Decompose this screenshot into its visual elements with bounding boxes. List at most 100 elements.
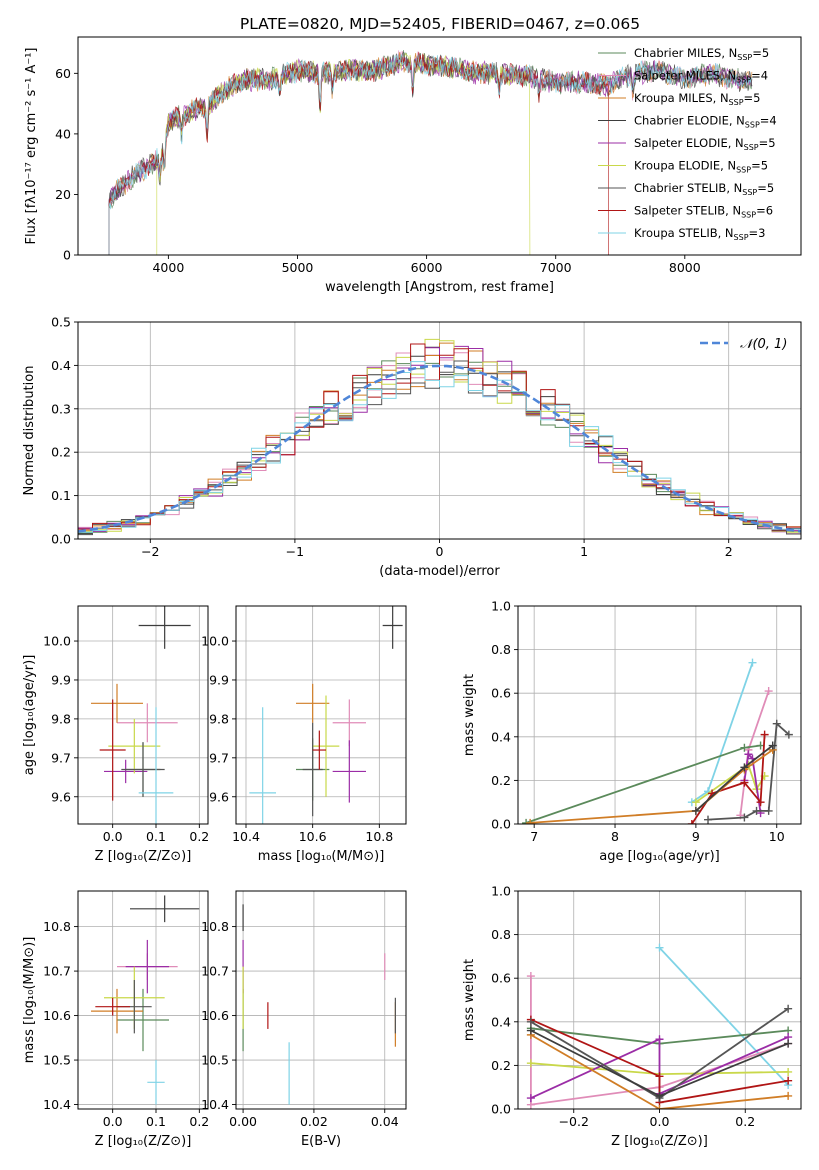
errorbar-salpeter-stelib xyxy=(99,699,126,801)
legend-entry: Chabrier ELODIE, NSSP=4 xyxy=(634,114,777,130)
errorbar-chabrier-stelib xyxy=(121,742,165,797)
axes-frame xyxy=(77,605,209,825)
weight-series-kroupa-miles xyxy=(526,1030,793,1109)
normal-curve xyxy=(78,364,801,533)
weight-vs-age-panel: 7 8 9 10 0.0 0.2 0.4 0.6 0.8 1.0 age [log₁₀(age/yr… xyxy=(462,599,802,864)
axes-frame xyxy=(517,605,802,825)
x-tick-label: 0.0 xyxy=(103,1114,123,1129)
y-tick-label: 0.6 xyxy=(491,971,511,986)
legend-entry: Salpeter STELIB, NSSP=6 xyxy=(634,204,773,220)
axes-frame xyxy=(77,321,802,540)
plot-area xyxy=(91,606,191,824)
y-tick-label: 0.4 xyxy=(491,1014,511,1029)
x-tick-label: −2 xyxy=(141,544,159,559)
legend-entry-count: =5 xyxy=(759,136,776,150)
legend-entry-model: Salpeter STELIB, N xyxy=(634,204,741,218)
axes-frame xyxy=(77,890,209,1110)
x-tick-label: 0.02 xyxy=(300,1114,328,1129)
weight-marker xyxy=(740,763,749,772)
y-tick-label: 10.4 xyxy=(43,1097,71,1112)
legend-entry: Chabrier MILES, NSSP=5 xyxy=(634,46,769,62)
y-tick-label: 20 xyxy=(55,187,71,202)
x-tick-label: 10.6 xyxy=(299,829,327,844)
weight-marker xyxy=(784,1039,793,1048)
legend-entry: Salpeter ELODIE, NSSP=5 xyxy=(634,136,776,152)
y-tick-label: 9.8 xyxy=(209,711,229,726)
errorbar-kroupa-miles xyxy=(91,683,143,723)
x-tick-label: 9 xyxy=(692,829,700,844)
weight-vs-metallicity-panel: −0.2 0.0 0.2 0.0 0.2 0.4 0.6 0.8 1.0 Z [log₁₀(Z/Z… xyxy=(462,884,802,1149)
y-tick-label: 9.6 xyxy=(51,789,71,804)
residuals-panel: −2 −1 0 1 2 0.0 0.1 0.2 0.3 0.4 0.5 (data-model)/er… xyxy=(22,315,802,579)
y-tick-label: 9.7 xyxy=(209,750,229,765)
spectrum-series-kroupa-miles-n-ssp-5 xyxy=(108,52,753,255)
histogram-kroupa-stelib xyxy=(78,361,801,539)
legend-entry-model: Kroupa ELODIE, N xyxy=(634,159,736,173)
y-tick-label: 10.5 xyxy=(43,1053,71,1068)
weight-marker xyxy=(740,778,749,787)
x-axis-label: Z [log₁₀(Z/Z⊙)] xyxy=(611,1134,708,1149)
x-axis-label: age [log₁₀(age/yr)] xyxy=(599,849,720,864)
weight-series-chabrier-elodie xyxy=(526,1026,793,1100)
weight-line xyxy=(695,763,766,803)
y-tick-label: 0 xyxy=(63,248,71,263)
x-tick-label: 7000 xyxy=(540,260,572,275)
legend-entry-count: =3 xyxy=(749,226,766,240)
mass-vs-metallicity-panel: 0.0 0.1 0.2 10.4 10.5 10.6 10.7 10.8 Z [log₁₀(Z/… xyxy=(22,890,209,1149)
weight-marker xyxy=(655,943,664,952)
weight-marker xyxy=(784,1076,793,1085)
y-axis-label: Normed distribution xyxy=(22,366,37,496)
y-tick-label: 9.6 xyxy=(209,789,229,804)
weight-marker xyxy=(748,658,757,667)
weight-line xyxy=(530,1034,789,1109)
y-tick-label: 60 xyxy=(55,66,71,81)
errorbar-salpeter-elodie xyxy=(332,740,366,803)
x-tick-label: 2 xyxy=(725,544,733,559)
x-tick-label: 4000 xyxy=(152,260,184,275)
weight-marker xyxy=(784,1004,793,1013)
x-tick-label: 10.4 xyxy=(232,829,260,844)
weight-marker xyxy=(687,820,696,824)
weight-line xyxy=(691,662,754,803)
plot-area xyxy=(249,606,403,824)
x-tick-label: 1 xyxy=(580,544,588,559)
plot-area xyxy=(78,338,801,539)
legend-entry-subscript: SSP xyxy=(736,166,751,175)
y-tick-label: 1.0 xyxy=(491,599,511,614)
x-tick-label: 7 xyxy=(530,829,538,844)
weight-series-kroupa-stelib xyxy=(655,943,793,1090)
x-tick-label: 0.2 xyxy=(189,829,209,844)
legend-entry-subscript: SSP xyxy=(736,76,751,85)
legend-entry-subscript: SSP xyxy=(744,143,759,152)
errorbar-kroupa-stelib xyxy=(249,707,276,824)
weight-line xyxy=(530,749,774,824)
weight-marker xyxy=(744,750,753,759)
y-axis-label: age [log₁₀(age/yr)] xyxy=(22,655,37,776)
legend-entry: Kroupa STELIB, NSSP=3 xyxy=(634,226,765,242)
y-tick-label: 9.9 xyxy=(51,672,71,687)
y-tick-label: 0.0 xyxy=(491,817,511,832)
errorbar-salpeter-stelib xyxy=(312,730,326,770)
plot-area xyxy=(526,943,793,1109)
weight-marker xyxy=(772,719,781,728)
x-tick-label: 0.0 xyxy=(650,1114,670,1129)
spectrum-series-kroupa-stelib-n-ssp-3 xyxy=(108,54,753,255)
weight-marker xyxy=(764,687,773,696)
y-tick-label: 10.4 xyxy=(201,1097,229,1112)
errorbar-salpeter-stelib xyxy=(95,997,130,1016)
y-tick-label: 10.7 xyxy=(201,964,229,979)
y-axis-label: mass weight xyxy=(462,959,477,1041)
x-tick-label: 8 xyxy=(611,829,619,844)
y-tick-label: 9.9 xyxy=(209,672,229,687)
legend-entry-model: Kroupa MILES, N xyxy=(634,91,729,105)
legend-entry-subscript: SSP xyxy=(745,121,760,130)
errorbar-kroupa-miles xyxy=(91,988,143,1034)
y-tick-label: 0.4 xyxy=(491,729,511,744)
x-axis-label: Z [log₁₀(Z/Z⊙)] xyxy=(95,1134,192,1149)
x-tick-label: 0.1 xyxy=(146,829,166,844)
errorbar-salpeter-miles xyxy=(117,703,178,743)
y-tick-label: 40 xyxy=(55,126,71,141)
weight-line xyxy=(658,947,789,1086)
y-tick-label: 10.5 xyxy=(201,1053,229,1068)
